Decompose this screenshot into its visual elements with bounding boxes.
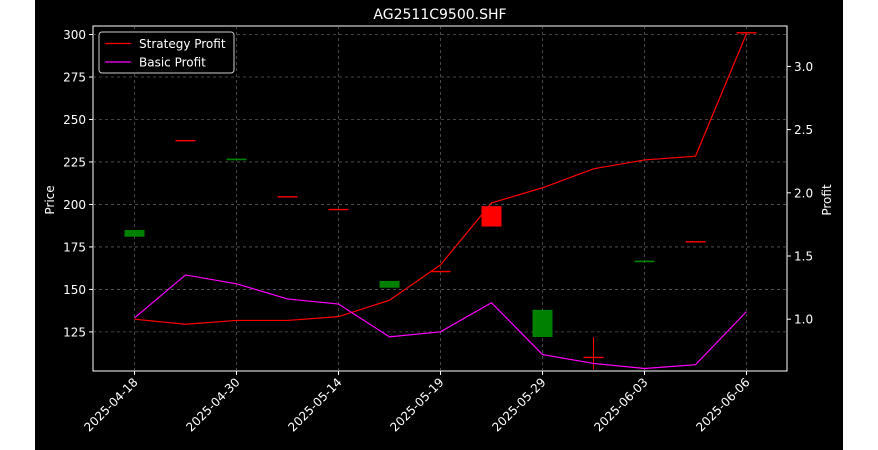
chart-title: AG2511C9500.SHF (373, 7, 506, 23)
strategy-profit-line (134, 33, 748, 325)
y-left-tick-label: 175 (63, 240, 86, 254)
candle-body (634, 260, 655, 263)
series-lines-layer (134, 33, 748, 370)
legend-label-basic-profit: Basic Profit (139, 56, 206, 70)
candle-body (124, 229, 145, 237)
y-right-axis: 1.0 1.5 2.0 2.5 3.0 (787, 60, 813, 327)
y-right-axis-label: Profit (820, 184, 834, 216)
y-left-tick-label: 200 (63, 198, 86, 212)
y-left-tick-label: 250 (63, 113, 86, 127)
legend: Strategy Profit Basic Profit (98, 31, 235, 74)
y-left-tick-label: 150 (63, 283, 86, 297)
y-left-axis-label: Price (43, 185, 57, 214)
basic-profit-line (134, 274, 747, 370)
candle-body (481, 206, 502, 227)
candle-body (379, 280, 400, 288)
y-left-axis: 125 150 175 200 225 250 275 300 (63, 28, 93, 339)
candle-body (226, 158, 247, 161)
y-left-tick-label: 125 (63, 325, 86, 339)
legend-label-strategy-profit: Strategy Profit (139, 37, 226, 51)
y-right-tick-label: 2.0 (794, 186, 813, 200)
plot-area (92, 25, 788, 372)
y-right-tick-label: 1.0 (794, 313, 813, 327)
y-right-tick-label: 1.5 (794, 250, 813, 264)
y-left-tick-label: 300 (63, 28, 86, 42)
candle-body (532, 309, 553, 338)
y-right-tick-label: 2.5 (794, 123, 813, 137)
y-right-tick-label: 3.0 (794, 60, 813, 74)
y-left-tick-label: 225 (63, 155, 86, 169)
y-left-tick-label: 275 (63, 70, 86, 84)
legend-box (98, 31, 235, 74)
grid-lines (93, 26, 787, 371)
